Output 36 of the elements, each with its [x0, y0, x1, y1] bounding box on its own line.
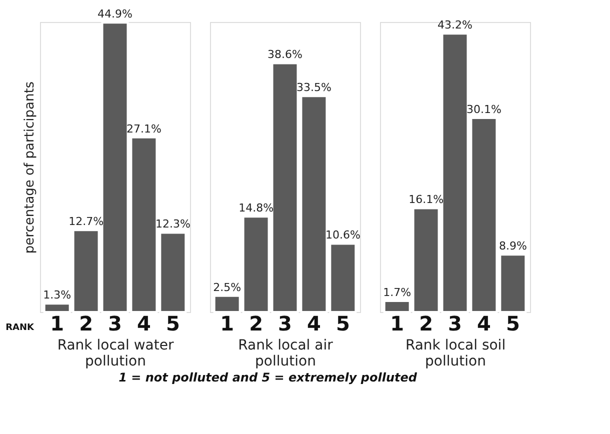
- data-label: 38.6%: [268, 48, 302, 62]
- data-label: 1.7%: [383, 286, 412, 300]
- x-tick-label: 1: [50, 312, 64, 336]
- x-tick-label: 3: [278, 312, 292, 336]
- x-tick-label: 4: [136, 312, 151, 336]
- x-tick-label: 3: [448, 312, 462, 336]
- x-tick-label: 3: [108, 312, 122, 336]
- y-axis-title: percentage of participants: [22, 81, 38, 254]
- x-tick-label: 2: [79, 312, 94, 336]
- x-tick-label: 4: [476, 312, 491, 336]
- x-tick-label: 1: [390, 312, 404, 336]
- x-tick-label: 4: [306, 312, 321, 336]
- x-axis-title: Rank local water pollution: [57, 338, 174, 370]
- data-label: 43.2%: [438, 18, 472, 32]
- data-label: 44.9%: [98, 8, 132, 21]
- x-tick-label: 1: [220, 312, 234, 336]
- data-label: 30.1%: [466, 103, 502, 116]
- data-label: 8.9%: [498, 240, 527, 253]
- text: 1 = not polluted and 5 = extremely polluted: [118, 370, 418, 384]
- data-label: 10.6%: [325, 228, 360, 242]
- data-label: 2.5%: [213, 280, 242, 294]
- data-label: 16.1%: [408, 193, 444, 206]
- x-axis-title: Rank local air pollution: [238, 338, 334, 370]
- x-axis-title: Rank local soil pollution: [405, 338, 506, 370]
- x-tick-label: 2: [249, 312, 264, 336]
- data-label: 27.1%: [126, 122, 162, 136]
- x-tick-label: 5: [336, 312, 350, 336]
- x-tick-label: 2: [419, 312, 434, 336]
- x-tick-label: 5: [166, 312, 180, 336]
- text: RANK: [6, 323, 36, 333]
- data-label: 14.8%: [238, 202, 274, 215]
- data-label: 1.3%: [43, 288, 72, 302]
- data-label: 12.7%: [68, 215, 104, 228]
- data-label: 33.5%: [296, 81, 332, 94]
- x-tick-label: 5: [506, 312, 520, 336]
- data-label: 12.3%: [155, 218, 190, 231]
